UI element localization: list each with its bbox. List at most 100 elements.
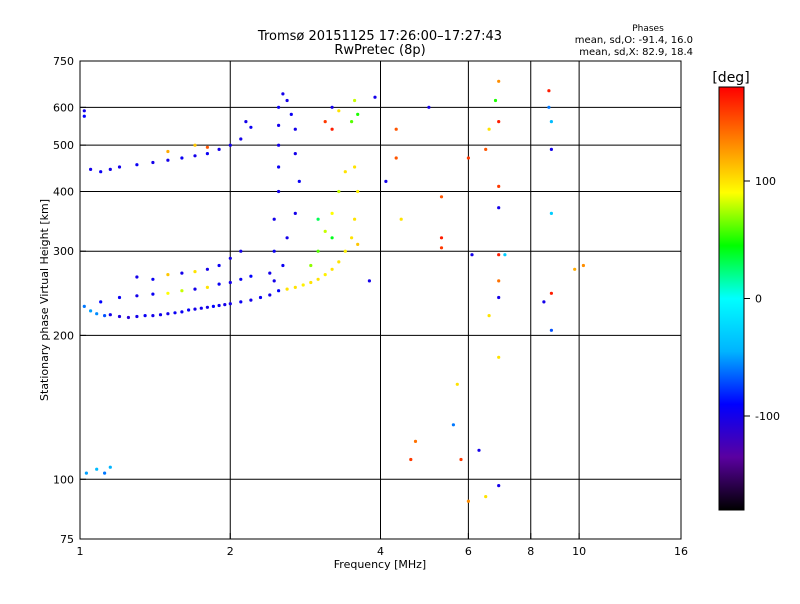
- x-axis-label: Frequency [MHz]: [334, 558, 426, 571]
- data-point: [367, 279, 371, 283]
- data-point: [205, 152, 209, 156]
- y-tick-label: 500: [53, 139, 74, 152]
- data-point: [330, 236, 334, 240]
- data-point: [187, 308, 191, 312]
- data-point: [439, 195, 444, 199]
- data-point: [323, 120, 327, 124]
- data-point: [239, 137, 243, 141]
- data-point: [277, 105, 281, 109]
- data-point: [239, 249, 243, 253]
- data-point: [99, 170, 103, 174]
- data-point: [205, 285, 209, 289]
- data-point: [323, 273, 327, 277]
- data-point: [143, 314, 147, 318]
- data-point: [470, 253, 474, 257]
- y-tick-label: 600: [53, 101, 74, 114]
- data-point: [193, 287, 197, 291]
- data-point: [244, 120, 248, 124]
- data-point: [82, 304, 86, 308]
- data-point: [497, 484, 501, 488]
- data-point: [581, 263, 586, 268]
- y-tick-label: 100: [53, 473, 74, 486]
- data-point: [384, 179, 388, 183]
- x-tick-label: 6: [465, 545, 472, 558]
- data-point: [281, 263, 285, 268]
- data-point: [316, 217, 320, 221]
- data-point: [151, 277, 155, 281]
- data-point: [497, 120, 501, 124]
- data-point: [249, 298, 253, 302]
- data-point: [373, 95, 377, 99]
- data-point: [193, 143, 197, 147]
- colorbar-tick-label: 0: [755, 293, 762, 306]
- data-point: [173, 311, 177, 315]
- chart-subtitle: RwPretec (8p): [334, 43, 425, 58]
- data-point: [103, 314, 107, 318]
- data-point: [289, 112, 293, 116]
- data-point: [497, 279, 501, 283]
- data-point: [427, 105, 431, 109]
- data-point: [309, 263, 313, 268]
- data-point: [549, 211, 554, 215]
- y-tick-label: 400: [53, 185, 74, 198]
- x-tick-label: 10: [572, 545, 586, 558]
- y-tick-label: 750: [53, 55, 74, 68]
- data-point: [547, 105, 551, 109]
- data-point: [205, 267, 209, 271]
- data-point: [180, 310, 184, 314]
- x-tick-label: 16: [674, 545, 688, 558]
- data-point: [323, 229, 327, 233]
- y-tick-label: 75: [60, 533, 74, 546]
- colorbar-label: [deg]: [712, 70, 749, 86]
- data-point: [108, 465, 112, 469]
- x-tick-label: 8: [527, 545, 534, 558]
- data-point: [487, 314, 491, 318]
- data-point: [542, 300, 546, 304]
- data-point: [484, 495, 488, 499]
- data-point: [549, 147, 554, 151]
- data-point: [455, 382, 459, 386]
- data-point: [117, 165, 122, 169]
- data-point: [497, 295, 501, 300]
- data-point: [549, 120, 554, 124]
- stats-line-x: mean, sd,X: 82.9, 18.4: [579, 47, 693, 58]
- data-point: [228, 143, 232, 147]
- data-point: [503, 253, 507, 257]
- data-point: [268, 293, 272, 297]
- data-points: [82, 79, 586, 503]
- data-point: [228, 256, 232, 260]
- data-point: [166, 158, 170, 162]
- data-point: [180, 271, 184, 275]
- data-point: [277, 123, 281, 127]
- data-point: [293, 211, 297, 215]
- data-point: [277, 143, 281, 147]
- data-point: [497, 253, 501, 257]
- data-point: [356, 112, 360, 116]
- data-point: [281, 92, 285, 96]
- data-point: [277, 189, 281, 194]
- data-point: [497, 79, 501, 83]
- data-point: [343, 249, 347, 253]
- colorbar: [deg] 100 0 -100: [712, 70, 780, 511]
- data-point: [497, 355, 501, 359]
- data-point: [484, 147, 488, 151]
- data-point: [89, 167, 93, 171]
- data-point: [108, 167, 112, 171]
- data-point: [228, 302, 232, 306]
- data-point: [573, 267, 577, 271]
- x-tick-label: 4: [377, 545, 384, 558]
- data-point: [166, 312, 170, 316]
- y-tick-label: 300: [53, 245, 74, 258]
- data-point: [151, 160, 155, 165]
- data-point: [239, 300, 243, 304]
- data-point: [217, 282, 221, 286]
- data-point: [394, 127, 398, 131]
- data-point: [497, 184, 501, 188]
- data-point: [301, 283, 305, 287]
- data-point: [309, 280, 313, 285]
- stats-header: Phases: [632, 24, 664, 34]
- data-point: [466, 156, 470, 160]
- axis-ticks: 1 2 4 6 8 10 16 75 100 200 300 400 500 600 750: [53, 55, 688, 558]
- data-point: [95, 312, 99, 316]
